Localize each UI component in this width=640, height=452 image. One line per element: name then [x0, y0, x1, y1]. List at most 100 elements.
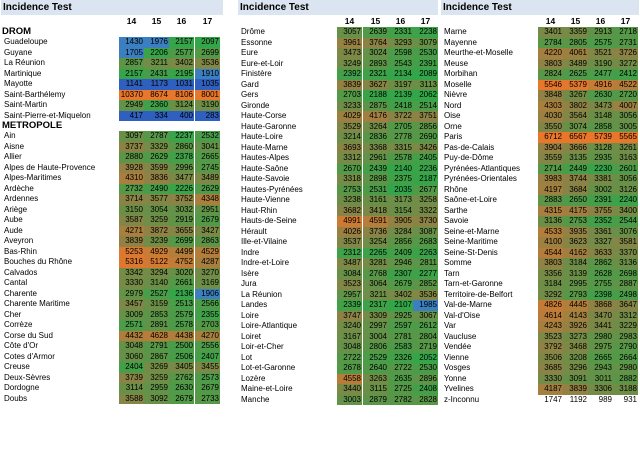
incidence-value-cell[interactable]: 3872 — [144, 225, 169, 236]
incidence-value-cell[interactable]: 3792 — [538, 342, 563, 353]
incidence-value-cell[interactable]: 2640 — [363, 363, 388, 374]
incidence-value-cell[interactable]: 3273 — [563, 331, 588, 342]
incidence-value-cell[interactable]: 2575 — [588, 37, 613, 48]
incidence-value-cell[interactable]: 2943 — [588, 363, 613, 374]
incidence-value-cell[interactable]: 2679 — [169, 393, 194, 404]
incidence-value-cell[interactable]: 2140 — [388, 163, 413, 174]
incidence-value-cell[interactable]: 2718 — [613, 27, 638, 38]
incidence-value-cell[interactable]: 3239 — [144, 236, 169, 247]
incidence-value-cell[interactable]: 2573 — [195, 372, 220, 383]
incidence-value-cell[interactable]: 2265 — [363, 247, 388, 258]
incidence-value-cell[interactable]: 3487 — [337, 258, 362, 269]
incidence-value-cell[interactable]: 4752 — [169, 257, 194, 268]
incidence-value-cell[interactable]: 1910 — [195, 68, 220, 79]
incidence-value-cell[interactable]: 2391 — [588, 195, 613, 206]
incidence-value-cell[interactable]: 1705 — [119, 47, 144, 58]
incidence-value-cell[interactable]: 3124 — [169, 100, 194, 111]
incidence-value-cell[interactable]: 2136 — [169, 288, 194, 299]
incidence-value-cell[interactable]: 2793 — [563, 289, 588, 300]
incidence-value-cell[interactable]: 2755 — [588, 279, 613, 290]
incidence-value-cell[interactable]: 3114 — [119, 383, 144, 394]
incidence-value-cell[interactable]: 3726 — [613, 48, 638, 59]
incidence-value-cell[interactable]: 3161 — [363, 195, 388, 206]
incidence-value-cell[interactable]: 3693 — [337, 142, 362, 153]
incidence-value-cell[interactable]: 2238 — [413, 27, 438, 38]
incidence-value-cell[interactable]: 3751 — [413, 111, 438, 122]
incidence-value-cell[interactable]: 3983 — [538, 174, 563, 185]
incidence-value-cell[interactable]: 2719 — [413, 342, 438, 353]
incidence-value-cell[interactable]: 3489 — [195, 173, 220, 184]
incidence-value-cell[interactable]: 5122 — [144, 257, 169, 268]
incidence-value-cell[interactable]: 4522 — [613, 79, 638, 90]
incidence-value-cell[interactable]: 8001 — [195, 89, 220, 100]
incidence-value-cell[interactable]: 3564 — [563, 111, 588, 122]
incidence-value-cell[interactable]: 2806 — [363, 342, 388, 353]
incidence-value-cell[interactable]: 2601 — [613, 163, 638, 174]
incidence-value-cell[interactable]: 3836 — [144, 173, 169, 184]
incidence-value-cell[interactable]: 3400 — [613, 205, 638, 216]
incidence-value-cell[interactable]: 3211 — [363, 289, 388, 300]
incidence-value-cell[interactable]: 3473 — [588, 100, 613, 111]
incidence-value-cell[interactable]: 4271 — [119, 225, 144, 236]
incidence-value-cell[interactable]: 3755 — [588, 205, 613, 216]
incidence-value-cell[interactable]: 2946 — [388, 258, 413, 269]
incidence-value-cell[interactable]: 3115 — [363, 384, 388, 395]
incidence-value-cell[interactable]: 3489 — [563, 58, 588, 69]
incidence-value-cell[interactable]: 2782 — [388, 394, 413, 405]
incidence-value-cell[interactable]: 4243 — [538, 321, 563, 332]
incidence-value-cell[interactable]: 3318 — [337, 174, 362, 185]
incidence-value-cell[interactable]: 2959 — [144, 383, 169, 394]
incidence-value-cell[interactable]: 3402 — [388, 289, 413, 300]
incidence-value-cell[interactable]: 3312 — [613, 310, 638, 321]
incidence-value-cell[interactable]: 4061 — [563, 48, 588, 59]
incidence-value-cell[interactable]: 3284 — [388, 226, 413, 237]
incidence-value-cell[interactable]: 1141 — [119, 79, 144, 90]
incidence-value-cell[interactable]: 3633 — [588, 247, 613, 258]
incidence-value-cell[interactable]: 3084 — [337, 268, 362, 279]
incidence-value-cell[interactable]: 2784 — [538, 37, 563, 48]
incidence-value-cell[interactable]: 3135 — [563, 153, 588, 164]
incidence-value-cell[interactable]: 2732 — [119, 183, 144, 194]
incidence-value-cell[interactable]: 3296 — [563, 363, 588, 374]
incidence-value-cell[interactable]: 2824 — [538, 69, 563, 80]
incidence-value-cell[interactable]: 3074 — [563, 121, 588, 132]
incidence-value-cell[interactable]: 3267 — [563, 90, 588, 101]
incidence-value-cell[interactable]: 3587 — [119, 215, 144, 226]
incidence-value-cell[interactable]: 2360 — [144, 100, 169, 111]
incidence-value-cell[interactable]: 3529 — [337, 121, 362, 132]
incidence-value-cell[interactable]: 3536 — [195, 58, 220, 69]
incidence-value-cell[interactable]: 2352 — [588, 216, 613, 227]
incidence-value-cell[interactable]: 2236 — [413, 163, 438, 174]
incidence-value-cell[interactable]: 3905 — [388, 216, 413, 227]
incidence-value-cell[interactable]: 3521 — [588, 48, 613, 59]
incidence-value-cell[interactable]: 3150 — [119, 204, 144, 215]
incidence-value-cell[interactable]: 2720 — [613, 90, 638, 101]
incidence-value-cell[interactable]: 3440 — [337, 384, 362, 395]
incidence-value-cell[interactable]: 2571 — [119, 320, 144, 331]
incidence-value-cell[interactable]: 3091 — [563, 373, 588, 384]
incidence-value-cell[interactable]: 2107 — [388, 300, 413, 311]
incidence-value-cell[interactable]: 2579 — [169, 309, 194, 320]
incidence-value-cell[interactable]: 2722 — [337, 352, 362, 363]
incidence-value-cell[interactable]: 2699 — [195, 47, 220, 58]
incidence-value-cell[interactable]: 8106 — [169, 89, 194, 100]
incidence-value-cell[interactable]: 2980 — [613, 363, 638, 374]
incidence-value-cell[interactable]: 2407 — [195, 351, 220, 362]
incidence-value-cell[interactable]: 2408 — [413, 384, 438, 395]
incidence-value-cell[interactable]: 4175 — [563, 205, 588, 216]
incidence-value-cell[interactable]: 2679 — [388, 279, 413, 290]
incidence-value-cell[interactable]: 3747 — [337, 310, 362, 321]
incidence-value-cell[interactable]: 1747 — [538, 394, 563, 405]
incidence-value-cell[interactable]: 2629 — [195, 183, 220, 194]
incidence-value-cell[interactable]: 3322 — [413, 205, 438, 216]
incidence-value-cell[interactable]: 2514 — [413, 100, 438, 111]
incidence-value-cell[interactable]: 2527 — [144, 288, 169, 299]
incidence-value-cell[interactable]: 3418 — [363, 205, 388, 216]
incidence-value-cell[interactable]: 1192 — [563, 394, 588, 405]
incidence-value-cell[interactable]: 2650 — [563, 195, 588, 206]
incidence-value-cell[interactable]: 3523 — [337, 279, 362, 290]
incidence-value-cell[interactable]: 2052 — [413, 352, 438, 363]
incidence-value-cell[interactable]: 3427 — [195, 225, 220, 236]
incidence-value-cell[interactable]: 4162 — [563, 247, 588, 258]
incidence-value-cell[interactable]: 3064 — [363, 279, 388, 290]
